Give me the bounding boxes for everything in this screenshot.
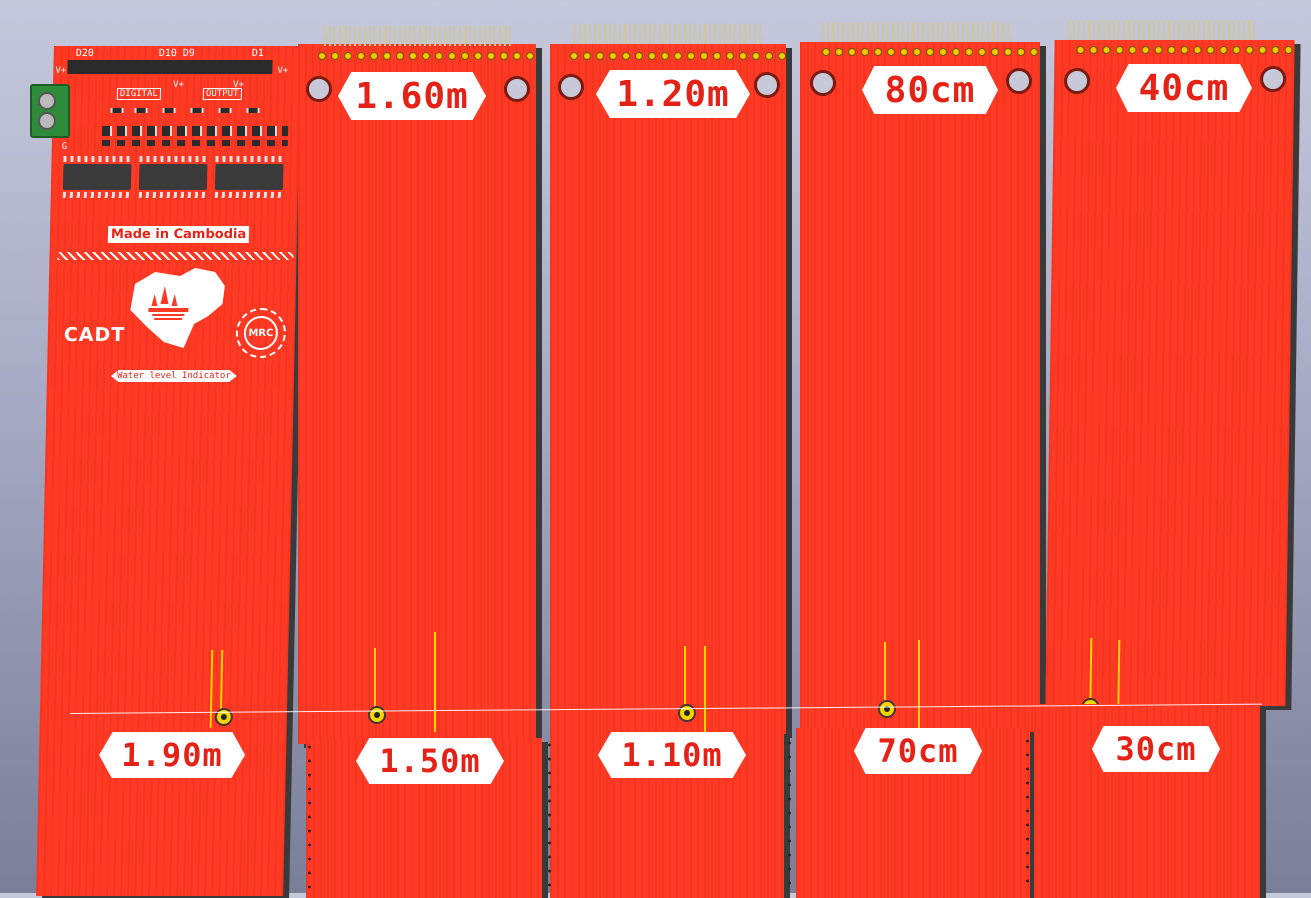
mounting-hole <box>754 72 780 98</box>
silk-vplus-2: V+ <box>277 66 289 76</box>
level-label-top: 1.60m <box>338 72 486 120</box>
mounting-hole <box>558 74 584 100</box>
silk-vplus-3: V+ <box>172 80 185 90</box>
sensor-pad-icon <box>878 700 896 718</box>
level-label-top: 40cm <box>1116 64 1253 112</box>
strip-board-1: 1.60m <box>298 44 536 744</box>
via-column <box>1026 734 1029 884</box>
sensor-trace <box>684 646 686 704</box>
mrc-label: MRC <box>248 327 274 339</box>
hatch-divider <box>57 252 294 260</box>
via-column <box>788 736 791 886</box>
level-label-bottom: 1.90m <box>99 732 246 778</box>
silk-d1: D1 <box>251 48 264 59</box>
resistor-row-2 <box>101 140 288 146</box>
sensor-trace <box>704 646 706 732</box>
resistor <box>110 108 124 113</box>
cadt-logo: CADT <box>63 324 126 346</box>
pad-row <box>822 48 1040 56</box>
silk-vplus-1: V+ <box>55 66 67 76</box>
level-label-top: 1.20m <box>596 70 750 118</box>
sensor-trace <box>434 632 436 732</box>
g-label: G <box>61 142 68 152</box>
ic-chip-1 <box>62 164 132 190</box>
chip-pins <box>62 192 131 198</box>
sensor-trace <box>918 640 920 730</box>
made-in-label: Made in Cambodia <box>107 226 250 243</box>
level-label-bottom: 30cm <box>1092 726 1220 772</box>
header-pins <box>324 26 511 46</box>
strip-board-3: 80cm <box>800 42 1040 732</box>
resistor <box>190 108 204 113</box>
digital-label: DIGITAL <box>116 88 161 100</box>
pad-row <box>318 52 536 60</box>
sensor-pad-icon <box>678 704 696 722</box>
level-label-top: 80cm <box>862 66 998 114</box>
header-pins <box>574 24 761 44</box>
level-label-bottom: 1.50m <box>356 738 504 784</box>
mounting-hole <box>504 76 530 102</box>
silk-d10-d9: D10 D9 <box>158 48 195 59</box>
mounting-hole <box>306 76 332 102</box>
level-label-bottom: 1.10m <box>598 732 746 778</box>
cambodia-map-icon <box>130 268 225 348</box>
header-pins <box>822 22 1009 42</box>
strip-board-1-lower: 1.50m <box>306 738 542 898</box>
chip-pins <box>214 192 283 198</box>
pad-row <box>1076 46 1294 54</box>
resistor-row <box>102 126 289 136</box>
strip-board-4: 40cm <box>1045 40 1295 706</box>
header-pins <box>1068 20 1255 40</box>
chip-pins <box>138 192 207 198</box>
strip-board-2-lower: 1.10m <box>550 732 784 898</box>
silk-d20: D20 <box>75 48 94 59</box>
level-label-bottom: 70cm <box>854 728 982 774</box>
sensor-trace <box>884 642 886 704</box>
sensor-pad-icon <box>368 706 386 724</box>
output-label: OUTPUT <box>202 88 242 100</box>
green-screw-terminal-icon <box>30 84 70 138</box>
via-column <box>308 740 311 890</box>
strip-board-3-lower: 70cm <box>796 728 1030 898</box>
chip-pins <box>63 156 132 162</box>
sensor-trace <box>374 648 376 710</box>
chip-pins <box>139 156 208 162</box>
resistor <box>134 108 148 113</box>
strip-board-2: 1.20m <box>550 44 786 734</box>
header-connector <box>67 60 273 74</box>
ic-chip-3 <box>214 164 284 190</box>
resistor <box>162 108 176 113</box>
resistor <box>246 108 260 113</box>
chip-pins <box>215 156 284 162</box>
strip-board-4-lower: 30cm <box>1034 704 1260 898</box>
mounting-hole <box>810 70 836 96</box>
resistor <box>218 108 232 113</box>
mounting-hole <box>1006 68 1032 94</box>
via-column <box>548 738 551 888</box>
main-board: D20 D10 D9 D1 V+ V+ V+ V+ DIGITAL OUTPUT… <box>36 46 301 896</box>
ic-chip-2 <box>138 164 208 190</box>
product-label: Water level Indicator <box>111 370 237 382</box>
pad-row <box>570 52 786 60</box>
